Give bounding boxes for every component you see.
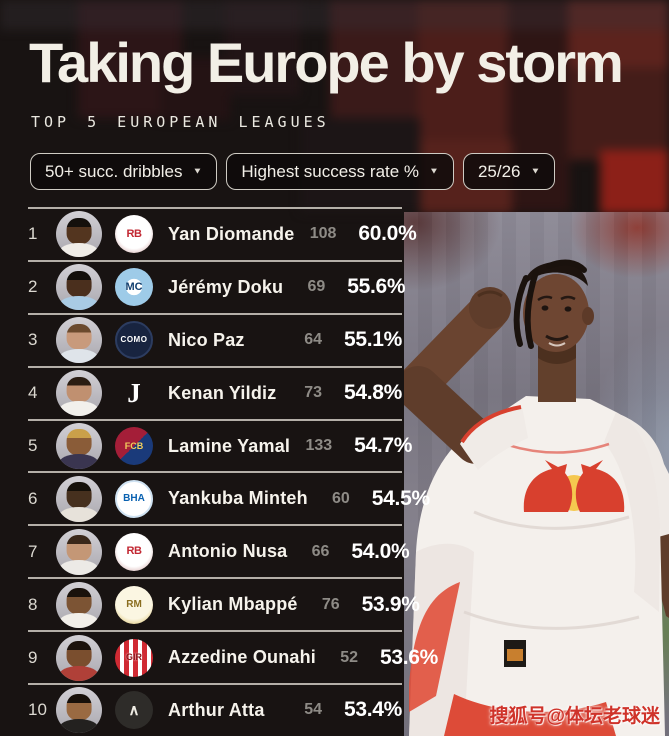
success-rate: 55.1% [343,328,402,352]
rank-label: 9 [28,647,38,667]
barcelona-badge: FCB [115,427,153,465]
player-avatar [56,264,102,311]
success-rate: 53.6% [379,645,439,669]
filter-season-dropdown[interactable]: 25/26 ▼ [462,153,556,190]
filter-label: Highest success rate % [241,161,420,181]
chevron-down-icon: ▼ [192,166,203,177]
mosaic-tile [568,68,669,160]
rank-label: 6 [28,488,38,508]
table-row: 1 RB Yan Diomande 108 60.0% [28,207,417,260]
rank-label: 3 [28,330,38,350]
mosaic-tile [160,58,230,120]
success-rate: 53.4% [343,698,402,722]
dribbles-count: 133 [305,437,333,454]
player-name: Lamine Yamal [168,435,291,456]
player-photo [404,212,669,736]
brighton-badge: BHA [115,479,153,518]
table-row: 9 GIR Azzedine Ounahi 52 53.6% [28,630,438,683]
filter-sort-dropdown[interactable]: Highest success rate % ▼ [226,153,454,190]
table-row: 5 FCB Lamine Yamal 133 54.7% [28,418,412,472]
player-avatar [56,528,102,575]
player-name: Arthur Atta [168,699,265,720]
dribbles-count: 64 [304,331,322,349]
dribbles-count: 73 [304,384,322,402]
table-row: 2 MC Jérémy Doku 69 55.6% [28,259,406,313]
rb-leipzig-badge: RB [115,532,153,571]
como-badge: COMO [115,321,153,360]
rank-label: 8 [28,594,38,614]
mosaic-tile [418,0,510,140]
table-row: 7 RB Antonio Nusa 66 54.0% [28,524,410,577]
success-rate: 54.5% [371,486,430,510]
dribbles-count: 52 [340,648,359,666]
dribbles-count: 69 [307,278,326,296]
success-rate: 54.0% [351,539,410,563]
rank-label: 1 [28,224,38,244]
player-name: Jérémy Doku [168,276,284,297]
player-avatar [56,687,102,734]
mosaic-tile [225,0,300,96]
mosaic-tile [330,0,430,120]
player-name: Antonio Nusa [168,541,288,562]
chevron-down-icon: ▼ [429,166,439,177]
player-name: Kylian Mbappé [168,594,298,615]
manchester-city-badge: MC [115,268,153,307]
player-illustration [404,259,669,736]
dribbles-count: 60 [332,489,350,507]
player-name: Nico Paz [168,329,245,350]
dribbles-count: 76 [321,595,340,613]
success-rate: 60.0% [358,222,417,246]
player-avatar [56,317,102,364]
rank-label: 2 [28,277,38,297]
success-rate: 54.8% [343,381,402,405]
player-avatar [56,370,102,417]
rank-label: 7 [28,541,38,561]
dribbles-count: 54 [304,701,322,719]
player-avatar [56,475,102,522]
player-avatar [56,211,102,258]
rb-leipzig-badge: RB [115,215,153,254]
chevron-down-icon: ▼ [530,166,541,177]
page-title: Taking Europe by storm [29,31,624,94]
table-row: 8 RM Kylian Mbappé 76 53.9% [28,577,420,630]
mosaic-tile [568,0,669,70]
rank-label: 4 [28,383,38,403]
player-name: Yan Diomande [168,223,295,244]
table-row: 6 BHA Yankuba Minteh 60 54.5% [28,471,430,524]
juventus-badge: J [127,377,141,408]
rank-label: 5 [28,436,38,455]
player-avatar [56,634,102,681]
rank-label: 10 [28,700,47,720]
mosaic-tile [0,0,669,30]
leaderboard-table: 1 RB Yan Diomande 108 60.0% 2 MC Jérémy … [28,207,438,736]
player-name: Kenan Yildiz [168,382,277,403]
success-rate: 53.9% [361,592,420,616]
filter-label: 25/26 [477,161,521,181]
filter-label: 50+ succ. dribbles [45,161,183,181]
player-avatar [56,423,102,469]
table-row: 10 ∧ Arthur Atta 54 53.4% [28,683,402,736]
table-row: 4 J Kenan Yildiz 73 54.8% [28,365,402,419]
udinese-badge: ∧ [115,691,153,730]
page-subtitle: TOP 5 EUROPEAN LEAGUES [31,113,330,131]
player-name: Azzedine Ounahi [168,647,317,668]
dribbles-count: 108 [309,225,337,243]
player-avatar [56,581,102,628]
table-row: 3 COMO Nico Paz 64 55.1% [28,312,402,366]
success-rate: 55.6% [347,275,406,299]
girona-badge: GIR [115,638,153,677]
mosaic-tile [600,150,669,214]
dribbles-count: 66 [311,542,330,560]
filter-dribbles-dropdown[interactable]: 50+ succ. dribbles ▼ [30,153,218,190]
player-name: Yankuba Minteh [168,488,308,509]
watermark: 搜狐号@体坛老球迷 [489,706,660,727]
real-madrid-badge: RM [115,585,153,624]
filter-bar: 50+ succ. dribbles ▼ Highest success rat… [30,153,556,190]
success-rate: 54.7% [354,434,413,457]
